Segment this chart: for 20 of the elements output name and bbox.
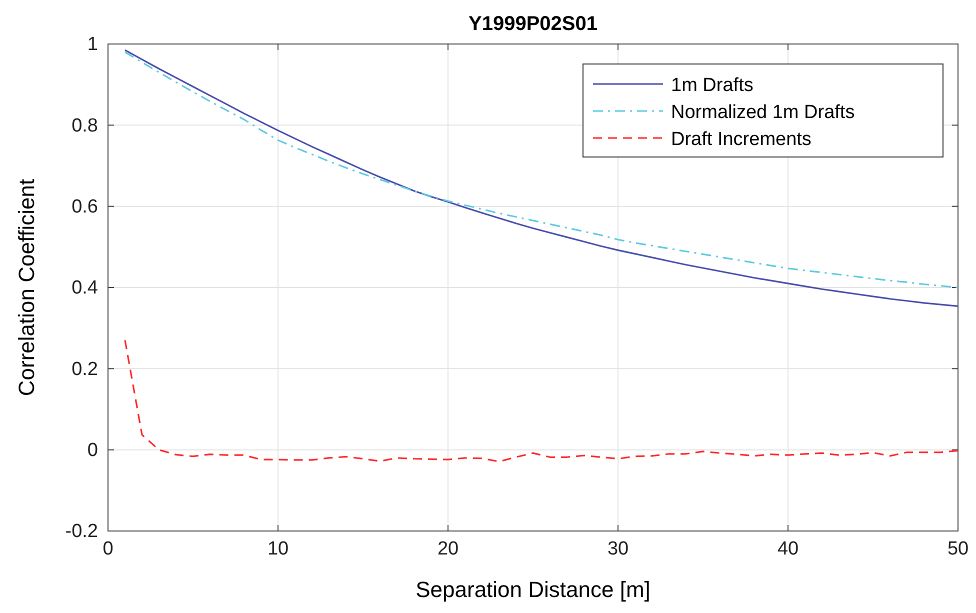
x-tick-label: 20	[437, 538, 459, 560]
x-tick-label: 10	[267, 538, 289, 560]
legend-label: Draft Increments	[671, 129, 812, 150]
x-tick-label: 0	[102, 538, 114, 560]
legend-label: Normalized 1m Drafts	[671, 102, 855, 123]
y-tick-label: 0.4	[72, 278, 98, 299]
y-tick-label: 0.6	[72, 196, 98, 218]
x-axis-title: Separation Distance [m]	[416, 577, 650, 602]
line-series	[124, 339, 959, 462]
x-tick-label: 30	[607, 538, 629, 560]
x-tick-label: 40	[777, 538, 799, 560]
y-tick-label: 0	[87, 440, 98, 461]
y-tick-label: 1	[87, 34, 98, 56]
x-tick-label: 50	[947, 538, 969, 560]
y-tick-label: 0.2	[72, 358, 98, 380]
y-axis-title: Correlation Coefficient	[14, 178, 39, 396]
y-tick-label: 0.8	[72, 115, 98, 136]
chart-title: Y1999P02S01	[468, 13, 598, 35]
y-tick-label: -0.2	[65, 521, 98, 542]
legend-label: 1m Drafts	[671, 75, 754, 96]
